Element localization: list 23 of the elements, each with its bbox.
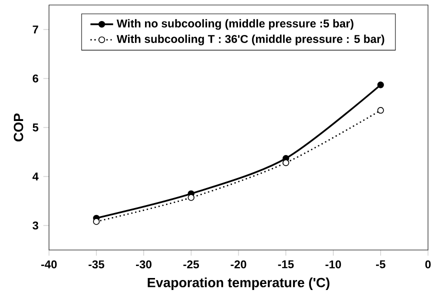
- point: [282, 159, 290, 166]
- x-tick-label: -10: [326, 260, 341, 268]
- x-tick-label: -30: [136, 260, 152, 268]
- point: [377, 107, 384, 114]
- x-tick-label: -20: [230, 260, 246, 268]
- x-tick-label: 0: [425, 260, 431, 268]
- legend-label: With no subcooling (middle pressure :5 bar): [116, 19, 354, 30]
- y-tick-label: 5: [32, 124, 38, 132]
- x-tick-label: -35: [88, 260, 104, 268]
- legend-label: With subcooling T : 36'C (middle pressure : 5 bar): [116, 34, 384, 46]
- x-tick-label: -40: [41, 260, 57, 268]
- y-axis-title: COP: [14, 114, 24, 142]
- x-tick-label: -25: [183, 260, 199, 268]
- y-tick-label: 6: [32, 74, 38, 83]
- y-tick-label: 4: [32, 172, 39, 180]
- y-tick-label: 7: [32, 26, 38, 34]
- x-tick-label: -5: [376, 260, 386, 268]
- point: [188, 194, 194, 201]
- point: [93, 218, 100, 225]
- point: [377, 82, 384, 88]
- x-tick-label: -15: [278, 260, 294, 268]
- x-axis-title: Evaporation temperature ('C): [148, 278, 330, 290]
- y-tick-label: 3: [32, 221, 38, 230]
